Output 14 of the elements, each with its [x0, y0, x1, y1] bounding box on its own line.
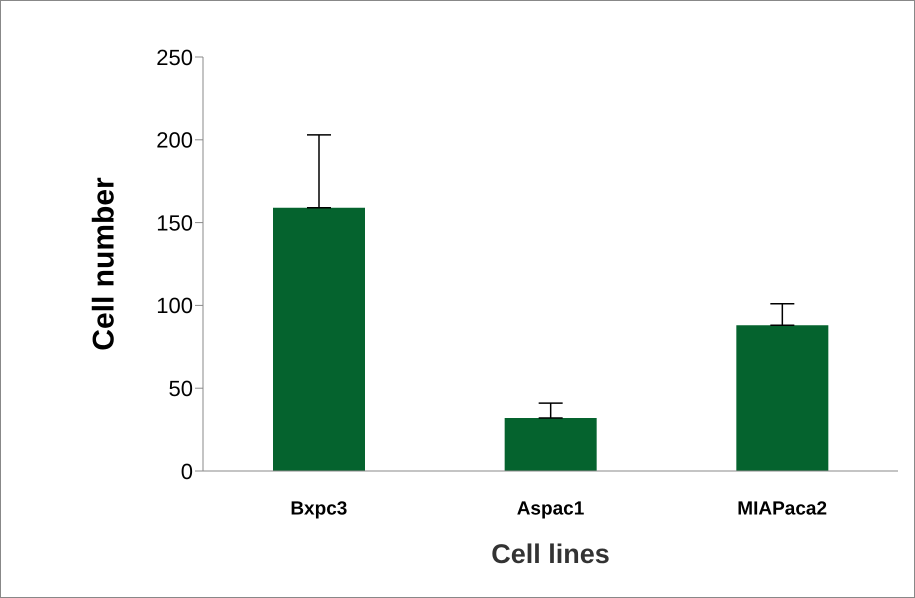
- x-tick-label: MIAPaca2: [737, 498, 828, 520]
- bar: [504, 418, 597, 471]
- y-tick-label: 0: [180, 458, 193, 484]
- y-tick-label: 200: [156, 128, 193, 153]
- bar: [273, 208, 365, 471]
- x-axis-title: Cell lines: [491, 539, 610, 569]
- y-tick-label: 250: [156, 44, 193, 70]
- y-tick-label: 50: [168, 376, 193, 402]
- y-axis-title: Cell number: [88, 177, 121, 351]
- x-tick-label: Aspac1: [516, 498, 585, 520]
- y-tick-label: 150: [156, 210, 193, 236]
- y-tick-label: 100: [156, 293, 193, 318]
- bar: [736, 325, 828, 471]
- x-tick-label: Bxpc3: [290, 498, 348, 520]
